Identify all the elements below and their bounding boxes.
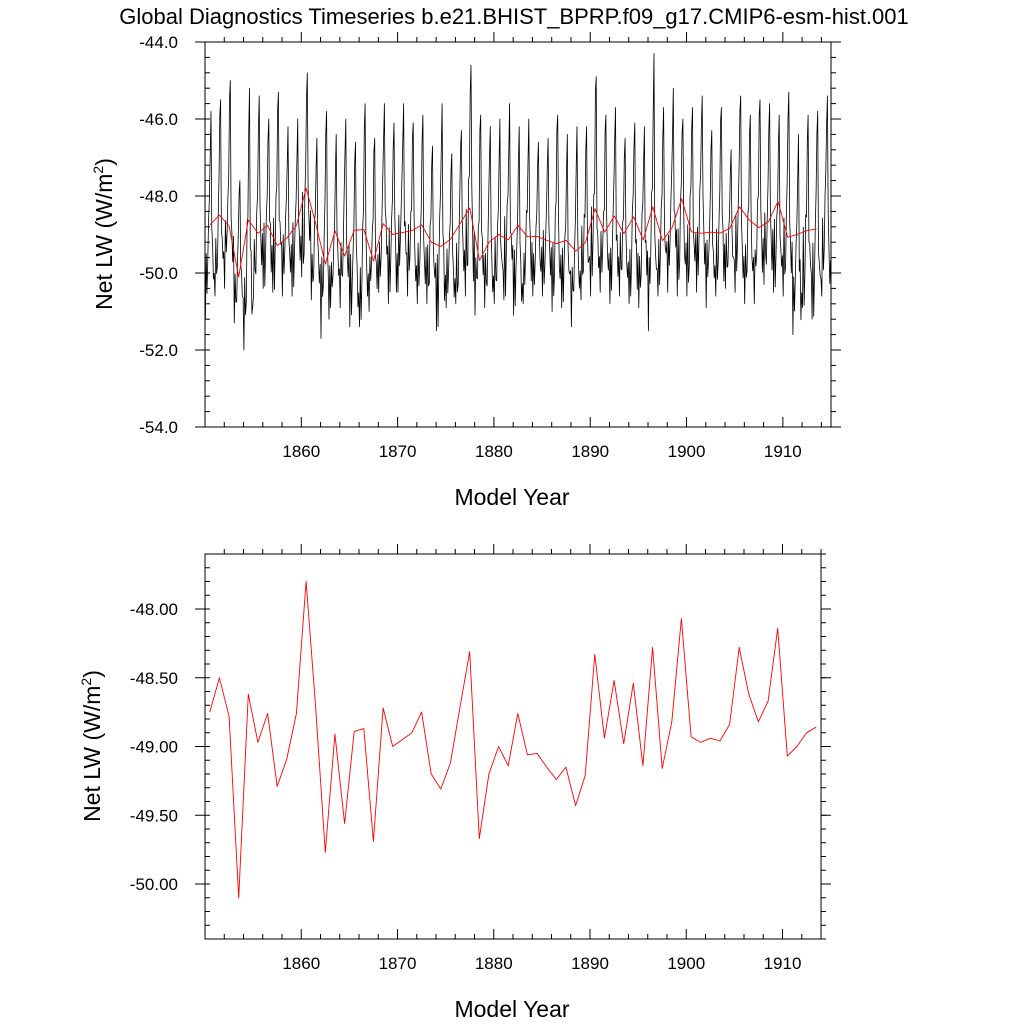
top-x-tick-label: 1870: [379, 442, 417, 461]
bottom-plot-frame: [204, 553, 822, 940]
top-x-tick-label: 1860: [282, 442, 320, 461]
bottom-y-tick-label: -48.50: [130, 669, 178, 688]
top-series-monthly: [205, 53, 831, 351]
bottom-y-tick-labels: -50.00 -49.50 -49.00 -48.50 -48.00: [130, 600, 178, 894]
bottom-x-tick-labels: 1860 1870 1880 1890 1900 1910: [282, 954, 801, 973]
top-x-axis-label: Model Year: [454, 484, 569, 510]
bottom-x-tick-label: 1880: [475, 954, 513, 973]
bottom-ticks: [195, 544, 831, 940]
top-y-tick-label: -44.0: [139, 33, 178, 52]
bottom-x-tick-label: 1870: [379, 954, 417, 973]
bottom-x-axis-label: Model Year: [454, 996, 569, 1022]
bottom-x-tick-label: 1900: [667, 954, 705, 973]
bottom-y-axis-label: Net LW (W/m2): [78, 670, 105, 822]
top-y-tick-label: -48.0: [139, 187, 178, 206]
bottom-x-tick-label: 1890: [571, 954, 609, 973]
bottom-x-tick-label: 1910: [764, 954, 802, 973]
bottom-y-label-main: Net LW (W/m: [79, 686, 105, 822]
bottom-x-tick-label: 1860: [282, 954, 320, 973]
bottom-y-label-close: ): [79, 670, 105, 678]
bottom-plot-area: [209, 581, 817, 899]
top-plot-frame: [204, 41, 832, 428]
bottom-y-tick-label: -49.00: [130, 738, 178, 757]
top-y-label-main: Net LW (W/m: [91, 174, 117, 310]
top-x-tick-labels: 1860 1870 1880 1890 1900 1910: [282, 442, 801, 461]
top-series-annual-mean: [209, 187, 817, 278]
top-y-tick-label: -54.0: [139, 418, 178, 437]
top-y-tick-label: -46.0: [139, 110, 178, 129]
top-y-axis-label: Net LW (W/m2): [90, 158, 117, 310]
bottom-panel: -50.00-49.50-49.00-48.50-48.00 1860 1870 1…: [78, 544, 831, 1022]
figure-title: Global Diagnostics Timeseries b.e21.BHIS…: [119, 4, 909, 29]
bottom-y-tick-label: -50.00: [130, 875, 178, 894]
top-y-label-sup: 2: [90, 166, 106, 174]
top-plot-area: [205, 53, 831, 351]
top-y-label-close: ): [91, 158, 117, 166]
bottom-series-annual-mean: [209, 581, 817, 899]
top-x-tick-label: 1880: [475, 442, 513, 461]
top-ticks: [195, 32, 841, 428]
top-y-tick-labels: -54.0 -52.0 -50.0 -48.0 -46.0 -44.0: [139, 33, 178, 437]
top-x-tick-label: 1910: [764, 442, 802, 461]
bottom-y-tick-label: -49.50: [130, 806, 178, 825]
top-x-tick-label: 1890: [571, 442, 609, 461]
top-y-tick-label: -52.0: [139, 341, 178, 360]
top-y-tick-label: -50.0: [139, 264, 178, 283]
bottom-y-tick-label: -48.00: [130, 600, 178, 619]
top-x-tick-label: 1900: [668, 442, 706, 461]
bottom-y-label-sup: 2: [78, 678, 94, 686]
top-panel: -54.0-52.0-50.0-48.0-46.0-44.0 1860 1870 1…: [90, 32, 841, 510]
